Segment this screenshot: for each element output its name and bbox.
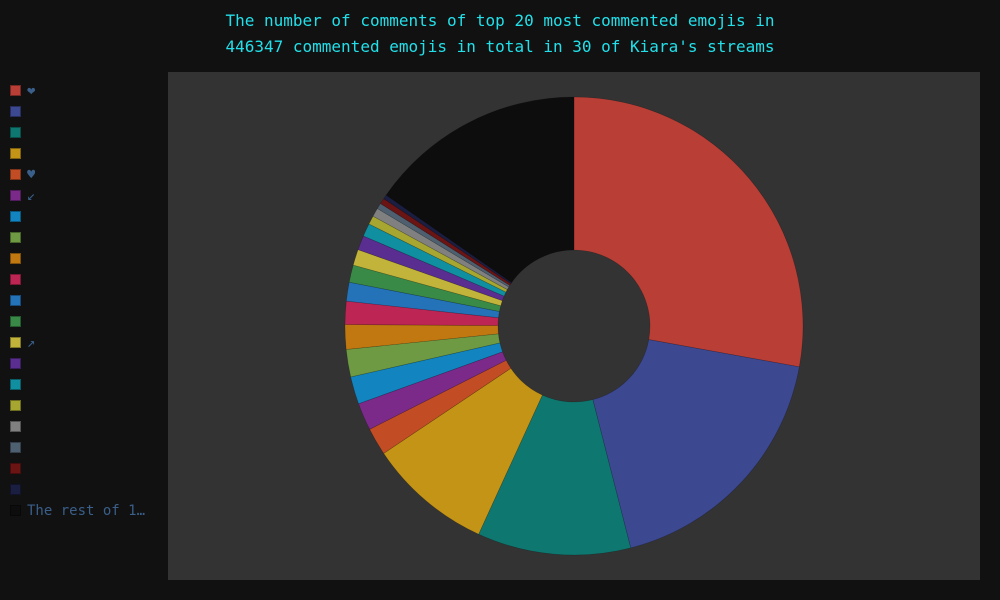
legend-swatch bbox=[10, 421, 21, 432]
pie-slice[interactable] bbox=[345, 333, 501, 378]
pie-slice[interactable] bbox=[358, 351, 507, 430]
pie-slice[interactable] bbox=[352, 249, 503, 307]
legend-swatch bbox=[10, 463, 21, 474]
legend-swatch bbox=[10, 358, 21, 369]
legend-item[interactable] bbox=[10, 374, 160, 395]
legend-swatch bbox=[10, 211, 21, 222]
chart-title: The number of comments of top 20 most co… bbox=[0, 8, 1000, 60]
pie-slice[interactable] bbox=[385, 96, 575, 283]
legend-label: ↗ bbox=[27, 334, 36, 351]
legend-item[interactable] bbox=[10, 143, 160, 164]
legend-swatch bbox=[10, 505, 21, 516]
plot-area bbox=[168, 72, 980, 580]
legend-swatch bbox=[10, 85, 21, 96]
pie-slice[interactable] bbox=[368, 215, 508, 293]
legend-swatch bbox=[10, 232, 21, 243]
pie-slice[interactable] bbox=[350, 342, 503, 405]
legend-swatch bbox=[10, 295, 21, 306]
pie-slice[interactable] bbox=[383, 367, 543, 535]
legend-item[interactable]: ↗ bbox=[10, 332, 160, 353]
legend-item[interactable]: ❤ bbox=[10, 80, 160, 101]
legend-item[interactable] bbox=[10, 353, 160, 374]
legend-item[interactable] bbox=[10, 437, 160, 458]
pie-slice[interactable] bbox=[344, 324, 499, 350]
legend-item[interactable] bbox=[10, 290, 160, 311]
legend-item[interactable] bbox=[10, 479, 160, 500]
pie-slice[interactable] bbox=[363, 223, 507, 297]
legend-item[interactable] bbox=[10, 206, 160, 227]
legend-swatch bbox=[10, 169, 21, 180]
legend-swatch bbox=[10, 337, 21, 348]
legend-label: ♥ bbox=[27, 166, 36, 183]
legend-swatch bbox=[10, 316, 21, 327]
legend-swatch bbox=[10, 148, 21, 159]
legend-item[interactable] bbox=[10, 269, 160, 290]
legend-label: The rest of 12… bbox=[27, 502, 152, 519]
legend-item[interactable]: The rest of 12… bbox=[10, 500, 160, 521]
chart-title-line-1: The number of comments of top 20 most co… bbox=[225, 11, 775, 30]
legend-swatch bbox=[10, 190, 21, 201]
legend-swatch bbox=[10, 106, 21, 117]
legend-item[interactable]: ♥ bbox=[10, 164, 160, 185]
legend-item[interactable] bbox=[10, 248, 160, 269]
legend-swatch bbox=[10, 127, 21, 138]
legend-item[interactable] bbox=[10, 458, 160, 479]
legend-item[interactable] bbox=[10, 122, 160, 143]
legend-swatch bbox=[10, 442, 21, 453]
legend-label: ↙ bbox=[27, 187, 36, 204]
legend-item[interactable] bbox=[10, 227, 160, 248]
legend-swatch bbox=[10, 274, 21, 285]
legend-item[interactable] bbox=[10, 395, 160, 416]
pie-slice[interactable] bbox=[346, 281, 500, 319]
pie-slice[interactable] bbox=[573, 96, 804, 368]
pie-chart bbox=[344, 96, 804, 556]
legend-item[interactable]: ↙ bbox=[10, 185, 160, 206]
legend-item[interactable] bbox=[10, 311, 160, 332]
pie-slice[interactable] bbox=[372, 208, 510, 290]
legend-swatch bbox=[10, 400, 21, 411]
pie-slice[interactable] bbox=[478, 394, 632, 556]
legend-swatch bbox=[10, 253, 21, 264]
pie-slice[interactable] bbox=[344, 300, 499, 326]
legend-label: ❤ bbox=[27, 82, 36, 99]
legend-item[interactable] bbox=[10, 101, 160, 122]
legend-item[interactable] bbox=[10, 416, 160, 437]
legend-swatch bbox=[10, 379, 21, 390]
legend-swatch bbox=[10, 484, 21, 495]
pie-slice[interactable] bbox=[592, 339, 800, 549]
legend: ❤ ♥ ↙ ↗ The rest of 12… bbox=[10, 80, 160, 521]
chart-title-line-2: 446347 commented emojis in total in 30 o… bbox=[225, 37, 775, 56]
